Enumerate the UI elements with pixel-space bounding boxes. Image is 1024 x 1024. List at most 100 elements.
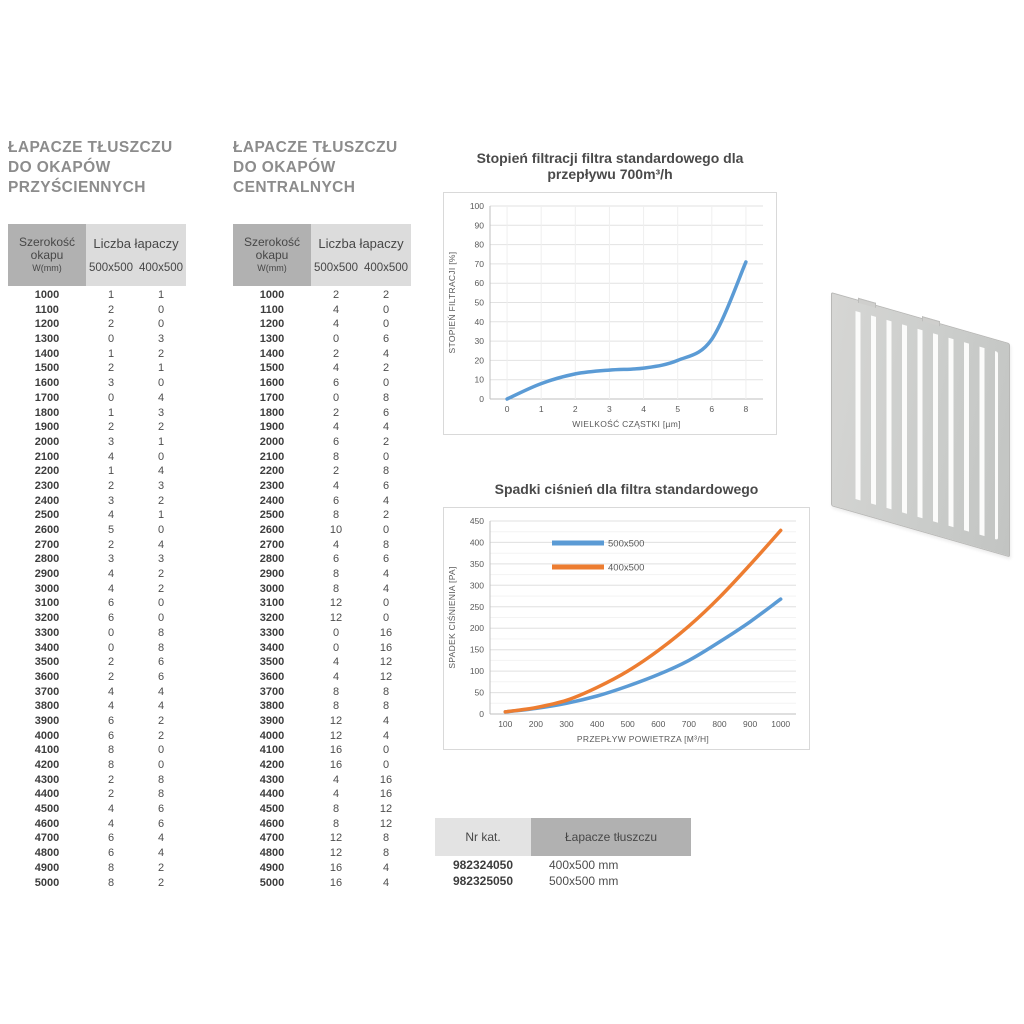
hood-width-cell: 1200 xyxy=(34,318,60,331)
hood-width-cell: 2000 xyxy=(259,435,285,448)
count-500x500-cell: 0 xyxy=(107,333,115,346)
table-row: 2900 4 2 xyxy=(8,567,188,582)
hood-width-cell: 2300 xyxy=(259,479,285,492)
count-400x500-cell: 0 xyxy=(157,597,165,610)
count-500x500-cell: 8 xyxy=(332,700,340,713)
count-500x500-cell: 4 xyxy=(332,656,340,669)
svg-text:200: 200 xyxy=(470,623,484,633)
table-row: 3600 4 12 xyxy=(233,670,413,685)
count-500x500-cell: 8 xyxy=(107,744,115,757)
count-400x500-cell: 3 xyxy=(157,479,165,492)
svg-text:1000: 1000 xyxy=(771,719,790,729)
count-400x500-cell: 16 xyxy=(379,788,393,801)
svg-text:WIELKOŚĆ CZĄSTKI [µm]: WIELKOŚĆ CZĄSTKI [µm] xyxy=(572,418,681,429)
svg-text:800: 800 xyxy=(712,719,726,729)
hood-width-cell: 1200 xyxy=(259,318,285,331)
table-row: 4000 12 4 xyxy=(233,729,413,744)
table-row: 1900 2 2 xyxy=(8,420,188,435)
count-500x500-cell: 6 xyxy=(107,714,115,727)
table-row: 4500 4 6 xyxy=(8,802,188,817)
table-row: 4400 4 16 xyxy=(233,787,413,802)
count-500x500-cell: 4 xyxy=(332,788,340,801)
trap-dimension: 400x500 mm xyxy=(549,857,619,872)
hood-width-cell: 1100 xyxy=(35,303,59,316)
table-row: 1300 0 3 xyxy=(8,332,188,347)
count-500x500-cell: 2 xyxy=(107,656,115,669)
table-row: 4800 12 8 xyxy=(233,846,413,861)
count-500x500-cell: 6 xyxy=(332,553,340,566)
hood-width-cell: 2800 xyxy=(259,553,285,566)
count-500x500-cell: 3 xyxy=(107,377,115,390)
table-row: 4700 12 8 xyxy=(233,831,413,846)
svg-text:8: 8 xyxy=(744,404,749,414)
table-row: 4100 16 0 xyxy=(233,743,413,758)
svg-text:40: 40 xyxy=(475,317,485,327)
title-line: DO OKAPÓW xyxy=(233,159,336,176)
hood-width-cell: 3900 xyxy=(34,714,60,727)
table-row: 1400 2 4 xyxy=(233,347,413,362)
svg-text:300: 300 xyxy=(470,580,484,590)
count-400x500-cell: 3 xyxy=(157,333,165,346)
count-500x500-cell: 1 xyxy=(107,347,115,360)
hood-width-cell: 1800 xyxy=(34,406,60,419)
table-row: 1600 6 0 xyxy=(233,376,413,391)
count-400x500-cell: 2 xyxy=(382,435,390,448)
table-row: 1500 2 1 xyxy=(8,361,188,376)
count-400x500-cell: 4 xyxy=(157,685,165,698)
count-400x500-cell: 4 xyxy=(382,421,390,434)
count-500x500-cell: 12 xyxy=(329,612,343,625)
hood-width-cell: 3900 xyxy=(259,714,285,727)
svg-text:70: 70 xyxy=(475,259,485,269)
count-400x500-cell: 4 xyxy=(157,538,165,551)
hood-width-cell: 1100 xyxy=(260,303,284,316)
hood-width-cell: 3800 xyxy=(259,700,285,713)
catalog-row: 982324050 400x500 mm xyxy=(435,857,691,872)
svg-text:0: 0 xyxy=(479,709,484,719)
svg-text:200: 200 xyxy=(529,719,543,729)
svg-text:100: 100 xyxy=(498,719,512,729)
hood-width-cell: 4700 xyxy=(34,832,60,845)
count-column-header: Liczba łapaczy 500x500 400x500 xyxy=(311,224,411,286)
header-text: W(mm) xyxy=(257,262,287,273)
count-400x500-cell: 8 xyxy=(382,465,390,478)
count-400x500-cell: 2 xyxy=(157,494,165,507)
table-row: 1800 1 3 xyxy=(8,406,188,421)
hood-width-cell: 2500 xyxy=(259,509,285,522)
count-400x500-cell: 2 xyxy=(157,421,165,434)
title-line: ŁAPACZE TŁUSZCZU xyxy=(8,139,173,156)
table-row: 5000 8 2 xyxy=(8,876,188,891)
count-500x500-cell: 2 xyxy=(107,479,115,492)
svg-text:90: 90 xyxy=(475,220,485,230)
count-400x500-cell: 0 xyxy=(157,318,165,331)
count-400x500-cell: 8 xyxy=(382,832,390,845)
wall-hoods-rows: 1000 1 1 1100 2 0 1200 2 0 1300 0 3 1400 1 2 1500 2 1 1600… xyxy=(8,288,188,890)
table-row: 3900 6 2 xyxy=(8,714,188,729)
count-400x500-cell: 0 xyxy=(157,612,165,625)
hood-width-cell: 4900 xyxy=(34,861,60,874)
table-row: 4300 2 8 xyxy=(8,773,188,788)
table-row: 2900 8 4 xyxy=(233,567,413,582)
count-400x500-cell: 12 xyxy=(379,817,393,830)
count-400x500-cell: 6 xyxy=(382,479,390,492)
table-row: 2000 6 2 xyxy=(233,435,413,450)
count-400x500-cell: 0 xyxy=(382,524,390,536)
table-row: 1900 4 4 xyxy=(233,420,413,435)
count-500x500-cell: 8 xyxy=(332,509,340,522)
table-row: 3900 12 4 xyxy=(233,714,413,729)
count-500x500-cell: 12 xyxy=(329,832,343,845)
count-500x500-cell: 8 xyxy=(332,582,340,595)
count-500x500-cell: 0 xyxy=(107,391,115,404)
table-row: 4200 16 0 xyxy=(233,758,413,773)
count-500x500-cell: 8 xyxy=(107,861,115,874)
count-400x500-cell: 1 xyxy=(157,289,165,301)
count-400x500-cell: 0 xyxy=(382,303,390,316)
count-500x500-cell: 8 xyxy=(332,817,340,830)
hood-width-cell: 4900 xyxy=(259,861,285,874)
table-row: 4300 4 16 xyxy=(233,773,413,788)
hood-width-cell: 1700 xyxy=(259,391,285,404)
count-500x500-cell: 16 xyxy=(329,861,343,874)
hood-width-cell: 2400 xyxy=(259,494,285,507)
count-400x500-cell: 6 xyxy=(157,817,165,830)
count-400x500-cell: 0 xyxy=(157,524,165,536)
count-400x500-cell: 8 xyxy=(157,626,165,639)
